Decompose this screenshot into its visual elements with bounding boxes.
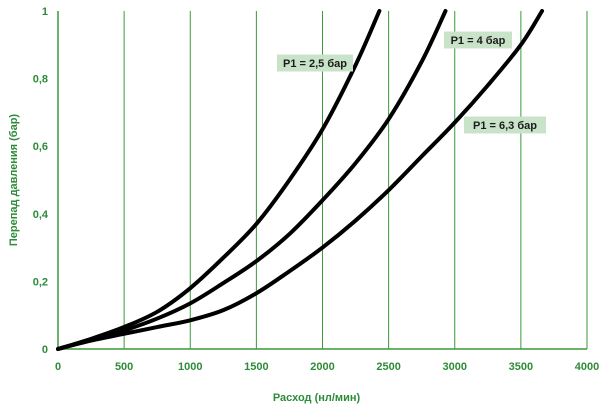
series-line-1 xyxy=(56,9,382,351)
series-annotation-bg xyxy=(464,116,546,134)
x-axis-label: Расход (нл/мин) xyxy=(273,392,361,404)
x-tick-label: 4000 xyxy=(575,361,599,373)
axes xyxy=(57,11,587,350)
x-tick-label: 0 xyxy=(55,361,61,373)
x-tick-label: 2500 xyxy=(376,361,400,373)
y-tick-label: 0,8 xyxy=(33,74,48,86)
y-axis-label: Перепад давления (бар) xyxy=(8,114,20,247)
tick-labels: 0 500 1000 1500 2000 2500 3000 3500 4000 0 0,2 0,4 0… xyxy=(33,6,600,373)
x-tick-label: 3000 xyxy=(443,361,467,373)
x-tick-label: 1500 xyxy=(244,361,268,373)
series-annotation-bg xyxy=(444,31,512,49)
series-annotation-label: P1 = 6,3 бар xyxy=(473,120,537,132)
series-annotation-bg xyxy=(277,54,353,72)
x-tick-label: 3500 xyxy=(509,361,533,373)
series-annotation-label: P1 = 2,5 бар xyxy=(283,58,347,70)
x-tick-label: 1000 xyxy=(178,361,202,373)
y-tick-label: 0,2 xyxy=(33,276,48,288)
series-annotations: P1 = 2,5 бар P1 = 4 бар P1 = 6,3 бар xyxy=(277,31,546,134)
y-tick-label: 0,4 xyxy=(33,209,49,221)
series-line-3 xyxy=(56,9,545,351)
series-lines xyxy=(56,9,545,351)
y-tick-label: 0 xyxy=(42,344,48,356)
y-tick-label: 0,6 xyxy=(33,141,48,153)
series-annotation-label: P1 = 4 бар xyxy=(451,35,506,47)
x-tick-label: 2000 xyxy=(310,361,334,373)
x-tick-label: 500 xyxy=(115,361,133,373)
y-tick-label: 1 xyxy=(42,6,48,18)
series-line-2 xyxy=(56,9,448,351)
